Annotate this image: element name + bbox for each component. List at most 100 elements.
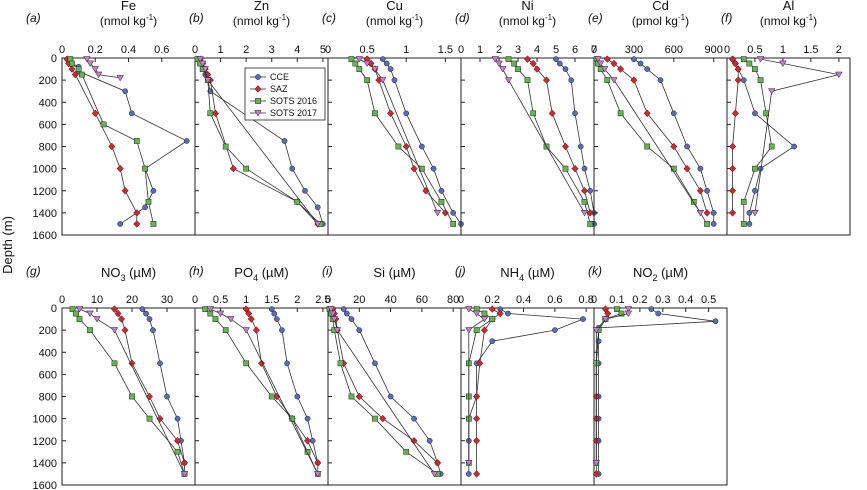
data-point-sots-2017	[227, 316, 235, 323]
data-point-saz	[247, 315, 255, 323]
data-point-cce	[556, 60, 563, 67]
depth-axis-label: Depth (m)	[0, 216, 15, 274]
panel-units: (nmol kg-1)	[100, 13, 157, 28]
x-tick-label: 0.5	[747, 44, 762, 56]
x-tick-label: 1	[218, 44, 224, 56]
data-point-saz	[731, 109, 739, 118]
data-point-sots-2016	[704, 221, 710, 227]
panel-letter: (b)	[189, 11, 204, 25]
x-tick-label: 3	[515, 44, 521, 56]
data-point-sots-2017	[592, 327, 601, 334]
data-point-sots-2016	[752, 165, 758, 172]
data-point-sots-2016	[352, 60, 359, 67]
data-point-saz	[145, 392, 154, 401]
panel-nh4: 0 0.2 0.4 0.6 0.8 (j) NH4 (µM)	[455, 264, 595, 486]
data-point-cce	[372, 360, 378, 367]
panel-si: 0 20 40 60 80 (i) Si (µM)	[322, 264, 462, 486]
data-point-saz	[133, 209, 141, 217]
data-point-sots-2016	[515, 66, 521, 72]
data-point-sots-2016	[76, 316, 83, 322]
data-point-sots-2017	[624, 310, 633, 318]
x-tick-label: 2	[496, 44, 502, 56]
data-point-cce	[746, 210, 753, 216]
data-point-saz	[257, 359, 266, 368]
legend-marker	[254, 110, 262, 117]
series-line-sots-2016	[204, 308, 319, 475]
x-tick-label: 0	[591, 44, 597, 56]
data-point-saz	[580, 186, 589, 195]
data-point-sots-2016	[617, 110, 624, 117]
y-tick-label: 400	[39, 347, 57, 359]
data-point-sots-2017	[592, 460, 601, 467]
axes-frame	[61, 57, 196, 236]
data-point-sots-2017	[504, 77, 513, 84]
series-line-cce	[343, 308, 442, 475]
panel-title: PO4 (µM)	[234, 265, 288, 283]
data-point-sots-2017	[355, 56, 364, 63]
x-tick-label: 0.1	[609, 294, 624, 306]
x-tick-label: 0.2	[485, 294, 500, 306]
data-point-sots-2017	[751, 210, 759, 217]
data-point-cce	[631, 56, 637, 62]
data-point-sots-2017	[91, 66, 99, 73]
x-tick-label: 1.5	[803, 44, 818, 56]
data-point-sots-2016	[222, 143, 229, 150]
data-point-saz	[729, 164, 737, 173]
legend-marker	[254, 85, 262, 93]
data-point-sots-2017	[371, 66, 379, 73]
data-point-saz	[441, 209, 449, 217]
legend-marker	[255, 74, 261, 80]
data-point-saz	[696, 186, 704, 195]
data-point-saz	[211, 109, 220, 118]
data-point-sots-2016	[740, 56, 747, 62]
data-point-saz	[114, 309, 122, 318]
x-tick-label: 300	[625, 44, 643, 56]
data-point-cce	[568, 77, 575, 83]
y-tick-label: 0	[51, 303, 57, 315]
series-line-sots-2016	[72, 308, 185, 475]
axes-frame	[460, 307, 595, 486]
series-line-sots-2017	[79, 308, 185, 475]
y-tick-label: 200	[39, 325, 57, 337]
axes-frame	[61, 307, 196, 486]
data-point-saz	[410, 164, 418, 173]
data-point-sots-2016	[740, 198, 747, 205]
data-point-cce	[284, 360, 290, 367]
x-tick-label: 0.6	[154, 44, 169, 56]
data-point-sots-2017	[201, 66, 209, 73]
data-point-sots-2016	[207, 110, 214, 117]
data-point-sots-2017	[93, 316, 101, 323]
data-point-sots-2016	[364, 77, 370, 83]
data-point-sots-2017	[327, 306, 335, 313]
axes-frame	[327, 307, 462, 486]
data-point-sots-2017	[596, 60, 605, 68]
data-point-sots-2017	[767, 88, 776, 95]
series-line-sots-2017	[754, 58, 839, 213]
data-point-sots-2017	[756, 56, 765, 63]
data-point-sots-2016	[146, 415, 153, 422]
data-point-cce	[430, 165, 437, 172]
data-point-sots-2016	[587, 221, 594, 227]
data-point-sots-2016	[450, 221, 457, 227]
data-point-sots-2017	[75, 306, 84, 313]
data-point-sots-2017	[580, 210, 589, 217]
data-point-saz	[473, 470, 481, 478]
panel-ni: 0 1 2 3 4 5 6 7 (d) Ni(nmol kg-1)	[455, 0, 597, 236]
panel-fe: 0 0.2 0.4 0.6 0 200 400 600 800 1000 1200 1400 1600 (…	[26, 0, 196, 242]
data-point-cce	[183, 138, 190, 144]
axes-frame	[194, 307, 329, 486]
data-point-sots-2016	[614, 306, 620, 312]
data-point-saz	[116, 164, 124, 173]
data-point-cce	[704, 187, 710, 194]
x-tick-label: 0.6	[547, 294, 562, 306]
data-point-cce	[752, 110, 758, 117]
y-tick-label: 0	[51, 53, 57, 65]
data-point-saz	[617, 65, 625, 73]
data-point-cce	[710, 210, 717, 216]
panel-letter: (f)	[721, 11, 732, 25]
data-point-saz	[586, 209, 594, 217]
data-point-cce	[655, 310, 662, 317]
x-tick-label: 3	[269, 44, 275, 56]
data-point-cce	[572, 110, 578, 117]
data-point-saz	[180, 459, 189, 467]
